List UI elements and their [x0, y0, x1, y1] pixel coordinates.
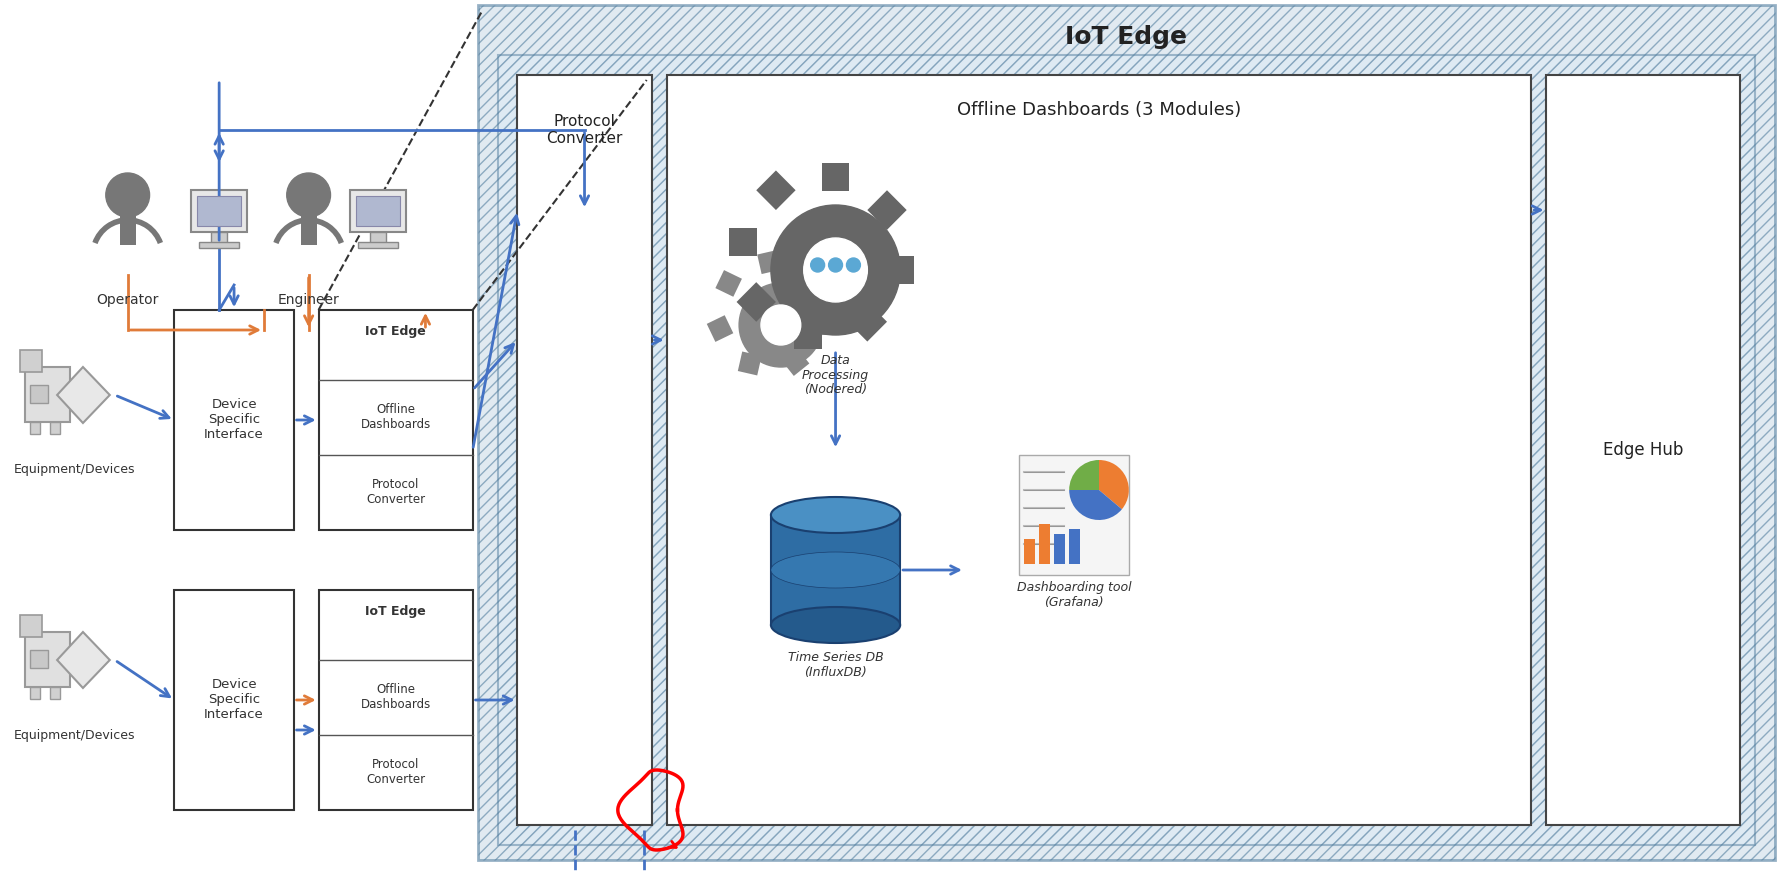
- Text: Engineer: Engineer: [278, 293, 339, 307]
- Text: Device
Specific
Interface: Device Specific Interface: [205, 678, 264, 721]
- Ellipse shape: [770, 607, 900, 643]
- Circle shape: [846, 258, 861, 272]
- Circle shape: [811, 258, 823, 272]
- Polygon shape: [57, 632, 110, 688]
- Bar: [781, 347, 809, 376]
- Bar: [1025, 539, 1035, 564]
- FancyBboxPatch shape: [20, 615, 43, 637]
- Ellipse shape: [770, 497, 900, 533]
- Wedge shape: [1098, 460, 1128, 509]
- Circle shape: [804, 238, 866, 302]
- Text: Edge Hub: Edge Hub: [1602, 441, 1682, 459]
- FancyBboxPatch shape: [50, 422, 61, 434]
- Text: Equipment/Devices: Equipment/Devices: [14, 728, 135, 741]
- FancyBboxPatch shape: [20, 350, 43, 372]
- Ellipse shape: [770, 552, 900, 588]
- FancyBboxPatch shape: [30, 422, 41, 434]
- FancyBboxPatch shape: [478, 5, 1775, 860]
- Text: IoT Edge: IoT Edge: [365, 606, 426, 618]
- Bar: [1039, 524, 1050, 564]
- FancyBboxPatch shape: [50, 687, 61, 699]
- Text: Data
Processing
(Nodered): Data Processing (Nodered): [802, 354, 868, 396]
- Text: Protocol
Converter: Protocol Converter: [365, 478, 424, 506]
- FancyBboxPatch shape: [25, 367, 69, 422]
- Polygon shape: [57, 367, 110, 423]
- Bar: [729, 228, 757, 256]
- Text: IoT Edge: IoT Edge: [365, 326, 426, 339]
- FancyBboxPatch shape: [175, 590, 294, 810]
- Bar: [738, 352, 761, 375]
- FancyBboxPatch shape: [25, 632, 69, 687]
- Bar: [736, 282, 775, 322]
- Wedge shape: [1069, 460, 1098, 490]
- FancyBboxPatch shape: [210, 232, 226, 244]
- Circle shape: [761, 305, 800, 345]
- Bar: [1069, 529, 1080, 564]
- Circle shape: [770, 205, 900, 335]
- FancyBboxPatch shape: [30, 650, 48, 668]
- FancyBboxPatch shape: [351, 190, 406, 232]
- Text: Time Series DB
(InfluxDB): Time Series DB (InfluxDB): [788, 651, 882, 679]
- FancyBboxPatch shape: [319, 590, 472, 810]
- FancyBboxPatch shape: [497, 55, 1753, 845]
- Text: Device
Specific
Interface: Device Specific Interface: [205, 398, 264, 442]
- Bar: [866, 190, 907, 230]
- FancyBboxPatch shape: [30, 687, 41, 699]
- Bar: [706, 315, 732, 342]
- FancyBboxPatch shape: [358, 242, 397, 248]
- Circle shape: [105, 173, 150, 217]
- Bar: [846, 302, 886, 341]
- Text: Dashboarding tool
(Grafana): Dashboarding tool (Grafana): [1016, 581, 1132, 609]
- Text: Offline Dashboards (3 Modules): Offline Dashboards (3 Modules): [957, 101, 1240, 119]
- Bar: [301, 215, 317, 245]
- Bar: [715, 270, 741, 297]
- FancyBboxPatch shape: [666, 75, 1531, 825]
- FancyBboxPatch shape: [371, 232, 387, 244]
- FancyBboxPatch shape: [30, 385, 48, 403]
- Bar: [1053, 534, 1064, 564]
- Bar: [822, 163, 848, 191]
- Bar: [793, 321, 822, 349]
- FancyBboxPatch shape: [1019, 455, 1128, 575]
- Text: Offline
Dashboards: Offline Dashboards: [360, 683, 431, 711]
- Text: IoT Edge: IoT Edge: [1066, 25, 1187, 49]
- FancyBboxPatch shape: [191, 190, 248, 232]
- Bar: [813, 315, 832, 335]
- Circle shape: [740, 283, 822, 367]
- FancyBboxPatch shape: [770, 515, 900, 625]
- FancyBboxPatch shape: [1545, 75, 1739, 825]
- Text: Equipment/Devices: Equipment/Devices: [14, 464, 135, 477]
- Wedge shape: [1069, 490, 1121, 520]
- FancyBboxPatch shape: [356, 196, 399, 226]
- Text: Protocol
Converter: Protocol Converter: [365, 758, 424, 786]
- Bar: [797, 266, 825, 294]
- Text: Offline
Dashboards: Offline Dashboards: [360, 403, 431, 431]
- FancyBboxPatch shape: [517, 75, 650, 825]
- Bar: [119, 215, 135, 245]
- FancyBboxPatch shape: [198, 196, 241, 226]
- Text: Operator: Operator: [96, 293, 159, 307]
- Bar: [757, 250, 781, 274]
- Circle shape: [829, 258, 843, 272]
- FancyBboxPatch shape: [200, 242, 239, 248]
- Circle shape: [287, 173, 330, 217]
- FancyBboxPatch shape: [175, 310, 294, 530]
- Bar: [886, 256, 914, 284]
- Bar: [756, 170, 795, 210]
- FancyBboxPatch shape: [319, 310, 472, 530]
- Text: Protocol
Converter: Protocol Converter: [545, 113, 622, 146]
